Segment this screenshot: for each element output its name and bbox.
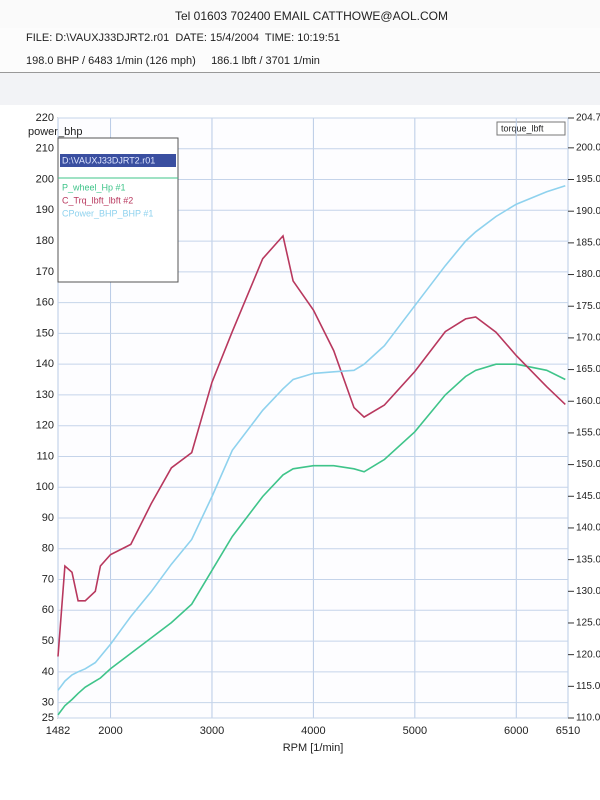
- y-tick-label: 200: [36, 173, 54, 185]
- y-tick-label: 25: [42, 712, 54, 724]
- y2-tick-label: 195.00: [576, 174, 600, 185]
- y2-label-box: [496, 121, 566, 136]
- series-line: [57, 363, 566, 716]
- y2-tick-label: 165.0: [576, 364, 600, 375]
- x-tick-label: 5000: [403, 725, 427, 737]
- info-band: [0, 28, 600, 73]
- y2-tick-label: 130.0: [576, 586, 600, 597]
- x-tick-label: 4000: [301, 725, 325, 737]
- y2-tick-label: 200.00: [576, 142, 600, 153]
- y-tick-label: 70: [42, 573, 54, 585]
- y2-tick-label: 115.0: [576, 681, 600, 692]
- series-line: [57, 184, 566, 691]
- y2-tick-label: 140.0: [576, 523, 600, 534]
- y-tick-label: 80: [42, 543, 54, 555]
- y2-tick-label: 120.0: [576, 649, 600, 660]
- series-line: [57, 234, 566, 657]
- legend-entry: CPower_BHP_BHP #1: [62, 208, 153, 218]
- y2-tick-label: 185.0: [576, 238, 600, 249]
- y2-tick-label: 125.0: [576, 618, 600, 629]
- y2-tick-label: 170.0: [576, 333, 600, 344]
- y2-tick-label: 110.0: [576, 713, 600, 724]
- legend-entry: P_wheel_Hp #1: [62, 182, 126, 192]
- y-tick-label: 160: [36, 297, 54, 309]
- y-tick-label: 90: [42, 512, 54, 524]
- legend-title: D:\VAUXJ33DJRT2.r01: [62, 155, 155, 165]
- y-tick-label: 220: [36, 112, 54, 124]
- y2-axis-label: torque_lbft: [501, 123, 544, 133]
- y-tick-label: 210: [36, 143, 54, 155]
- y-tick-label: 110: [36, 450, 54, 462]
- y-axis-label: power_bhp: [28, 126, 82, 138]
- y-tick-label: 170: [36, 266, 54, 278]
- y-tick-label: 100: [36, 481, 54, 493]
- x-axis-label: RPM [1/min]: [283, 742, 344, 754]
- y-tick-label: 190: [36, 204, 54, 216]
- y2-tick-label: 145.0: [576, 491, 600, 502]
- x-tick-label: 3000: [200, 725, 224, 737]
- x-tick-label: 1482: [46, 725, 70, 737]
- y-tick-label: 60: [42, 604, 54, 616]
- y2-tick-label: 190.00: [576, 206, 600, 217]
- y2-tick-label: 150.0: [576, 459, 600, 470]
- y-tick-label: 150: [36, 327, 54, 339]
- y2-tick-label: 155.0: [576, 428, 600, 439]
- x-tick-label: 2000: [98, 725, 122, 737]
- y2-tick-label: 180.0: [576, 269, 600, 280]
- x-tick-label: 6000: [504, 725, 528, 737]
- y-tick-label: 30: [42, 697, 54, 709]
- summary: 198.0 BHP / 6483 1/min (126 mph) 186.1 l…: [26, 55, 320, 67]
- y-tick-label: 180: [36, 235, 54, 247]
- legend-header: [60, 154, 176, 167]
- y2-tick-label: 175.0: [576, 301, 600, 312]
- y-tick-label: 130: [36, 389, 54, 401]
- y-tick-label: 40: [42, 666, 54, 678]
- y2-tick-label: 204.71: [576, 113, 600, 124]
- y2-tick-label: 160.0: [576, 396, 600, 407]
- y-tick-label: 140: [36, 358, 54, 370]
- y-tick-label: 120: [36, 420, 54, 432]
- y-tick-label: 50: [42, 635, 54, 647]
- x-tick-label: 6510: [556, 725, 580, 737]
- y2-tick-label: 135.0: [576, 554, 600, 565]
- legend-entry: C_Trq_lbft_lbft #2: [62, 195, 133, 205]
- contact: Tel 01603 702400 EMAIL CATTHOWE@AOL.COM: [175, 9, 448, 23]
- file-info: FILE: D:\VAUXJ33DJRT2.r01 DATE: 15/4/200…: [26, 32, 341, 44]
